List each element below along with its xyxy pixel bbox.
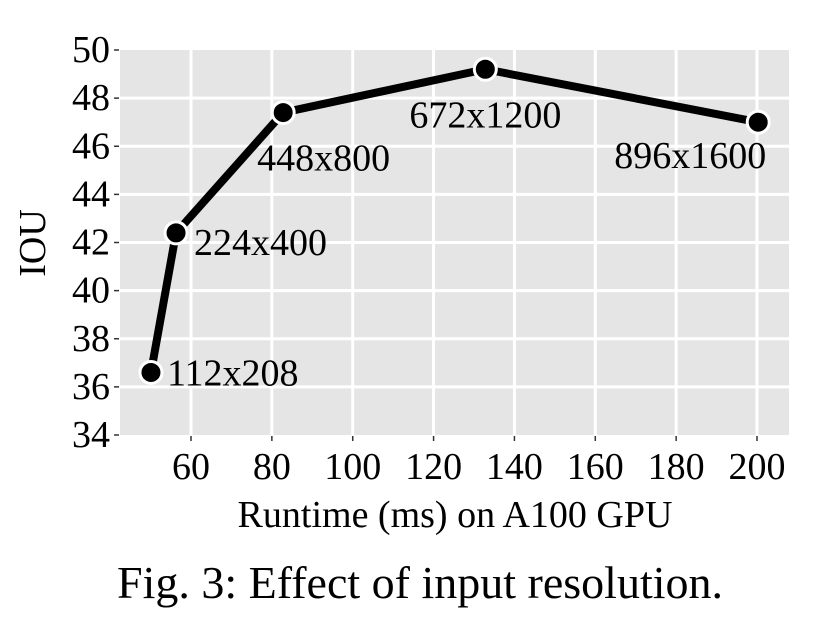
- y-axis: 34 36 38 40 42 44 46 48 50: [72, 29, 119, 456]
- x-axis: 60 80 100 120 140 160 180 200: [172, 436, 786, 488]
- data-series: 112x208 224x400 448x800 672x1200 896x1600: [138, 56, 771, 394]
- x-tick-label: 200: [729, 446, 786, 488]
- line-chart: 34 36 38 40 42 44 46 48 50 60 80 100 120 140 160 180 20…: [12, 29, 789, 536]
- data-point-label: 448x800: [257, 138, 390, 180]
- data-point-label: 672x1200: [409, 94, 561, 136]
- y-tick-label: 48: [72, 77, 110, 119]
- y-tick-label: 40: [72, 270, 110, 312]
- x-tick-label: 160: [567, 446, 624, 488]
- figure-caption: Fig. 3: Effect of input resolution.: [116, 557, 724, 608]
- y-tick-label: 50: [72, 29, 110, 71]
- data-point-label: 224x400: [194, 222, 327, 264]
- x-tick-label: 120: [405, 446, 462, 488]
- y-tick-label: 46: [72, 125, 110, 167]
- data-point-marker: [138, 359, 164, 385]
- data-point-marker: [745, 109, 771, 135]
- y-tick-label: 34: [72, 414, 110, 456]
- y-tick-label: 42: [72, 222, 110, 264]
- x-tick-label: 100: [324, 446, 381, 488]
- data-point-marker: [163, 220, 189, 246]
- x-tick-label: 80: [253, 446, 291, 488]
- x-tick-label: 140: [486, 446, 543, 488]
- data-point-marker: [270, 100, 296, 126]
- y-tick-label: 36: [72, 366, 110, 408]
- data-point-label: 112x208: [167, 352, 299, 394]
- data-point-marker: [472, 56, 498, 82]
- x-tick-label: 180: [648, 446, 705, 488]
- x-axis-title: Runtime (ms) on A100 GPU: [238, 494, 673, 536]
- data-point-label: 896x1600: [614, 135, 766, 177]
- y-tick-label: 38: [72, 318, 110, 360]
- y-tick-label: 44: [72, 173, 110, 215]
- y-axis-title: IOU: [12, 209, 54, 277]
- x-tick-label: 60: [172, 446, 210, 488]
